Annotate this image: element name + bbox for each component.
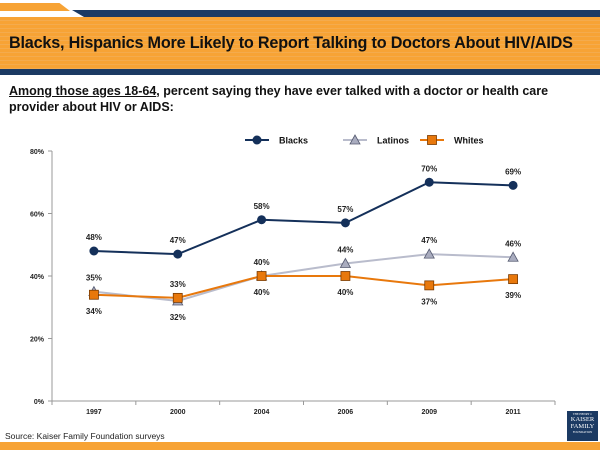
data-label-blacks: 70% xyxy=(421,164,437,173)
data-point-latinos xyxy=(507,251,519,262)
y-tick-label: 40% xyxy=(30,274,45,281)
header-band xyxy=(0,17,600,69)
data-point-whites xyxy=(172,292,183,303)
x-tick-label: 2004 xyxy=(254,409,270,416)
data-point-latinos xyxy=(339,257,352,268)
data-label-whites: 40% xyxy=(254,288,270,297)
data-point-blacks xyxy=(340,218,350,228)
x-tick-label: 2011 xyxy=(505,409,520,416)
data-label-blacks: 47% xyxy=(170,236,186,245)
header-navy-stripe xyxy=(72,10,600,17)
data-label-blacks: 58% xyxy=(254,202,270,211)
data-label-whites: 39% xyxy=(505,291,521,300)
data-point-latinos xyxy=(423,248,435,259)
data-label-latinos: 47% xyxy=(421,236,437,245)
data-label-whites: 34% xyxy=(86,307,102,316)
data-label-whites: 33% xyxy=(170,280,186,289)
series-line-latinos xyxy=(93,253,514,303)
data-label-whites: 40% xyxy=(337,288,353,297)
legend-label-whites: Whites xyxy=(454,136,484,146)
legend-label-latinos: Latinos xyxy=(377,136,409,146)
x-tick-label: 2000 xyxy=(170,409,186,416)
data-point-whites xyxy=(256,271,267,281)
data-point-blacks xyxy=(173,249,183,259)
series-line-blacks xyxy=(93,181,514,256)
x-tick-label: 1997 xyxy=(86,409,102,416)
data-label-whites: 37% xyxy=(421,297,437,306)
y-tick-label: 20% xyxy=(30,337,45,344)
data-label-latinos: 46% xyxy=(505,239,521,248)
x-tick-label: 2006 xyxy=(338,409,354,416)
kff-logo: THE HENRY J. KAISER FAMILY FOUNDATION xyxy=(567,411,598,441)
data-label-blacks: 69% xyxy=(505,167,521,176)
data-label-latinos: 35% xyxy=(86,274,102,283)
data-label-latinos: 40% xyxy=(254,258,270,267)
series-line-whites xyxy=(93,275,514,299)
data-point-whites xyxy=(424,280,435,291)
data-point-blacks xyxy=(89,246,99,256)
header-tab-decoration xyxy=(0,3,70,11)
y-tick-label: 80% xyxy=(30,149,45,156)
legend-marker-blacks xyxy=(252,135,262,145)
legend-marker-whites xyxy=(427,135,437,145)
x-tick-label: 2009 xyxy=(421,409,437,416)
subtitle-rest: , percent saying they have ever talked w… xyxy=(9,84,549,114)
data-point-whites xyxy=(340,271,351,281)
data-point-blacks xyxy=(257,215,267,225)
data-point-whites xyxy=(89,289,99,300)
footer-bar xyxy=(0,442,600,450)
header-navy-stripe-bottom xyxy=(0,69,600,75)
y-tick-label: 0% xyxy=(34,399,45,406)
data-point-blacks xyxy=(424,177,434,187)
source-note: Source: Kaiser Family Foundation surveys xyxy=(5,431,165,441)
data-point-whites xyxy=(508,274,518,285)
subtitle-underlined: Among those ages 18-64 xyxy=(9,84,157,98)
slide-title: Blacks, Hispanics More Likely to Report … xyxy=(9,34,573,52)
data-label-latinos: 44% xyxy=(337,246,353,255)
legend-label-blacks: Blacks xyxy=(279,136,308,146)
data-label-blacks: 57% xyxy=(337,205,353,214)
data-point-blacks xyxy=(508,180,518,190)
data-label-latinos: 32% xyxy=(170,313,186,322)
y-tick-label: 60% xyxy=(30,212,45,219)
legend-marker-latinos xyxy=(349,134,361,145)
data-label-blacks: 48% xyxy=(86,233,102,242)
slide-subtitle: Among those ages 18-64, percent saying t… xyxy=(9,83,589,115)
